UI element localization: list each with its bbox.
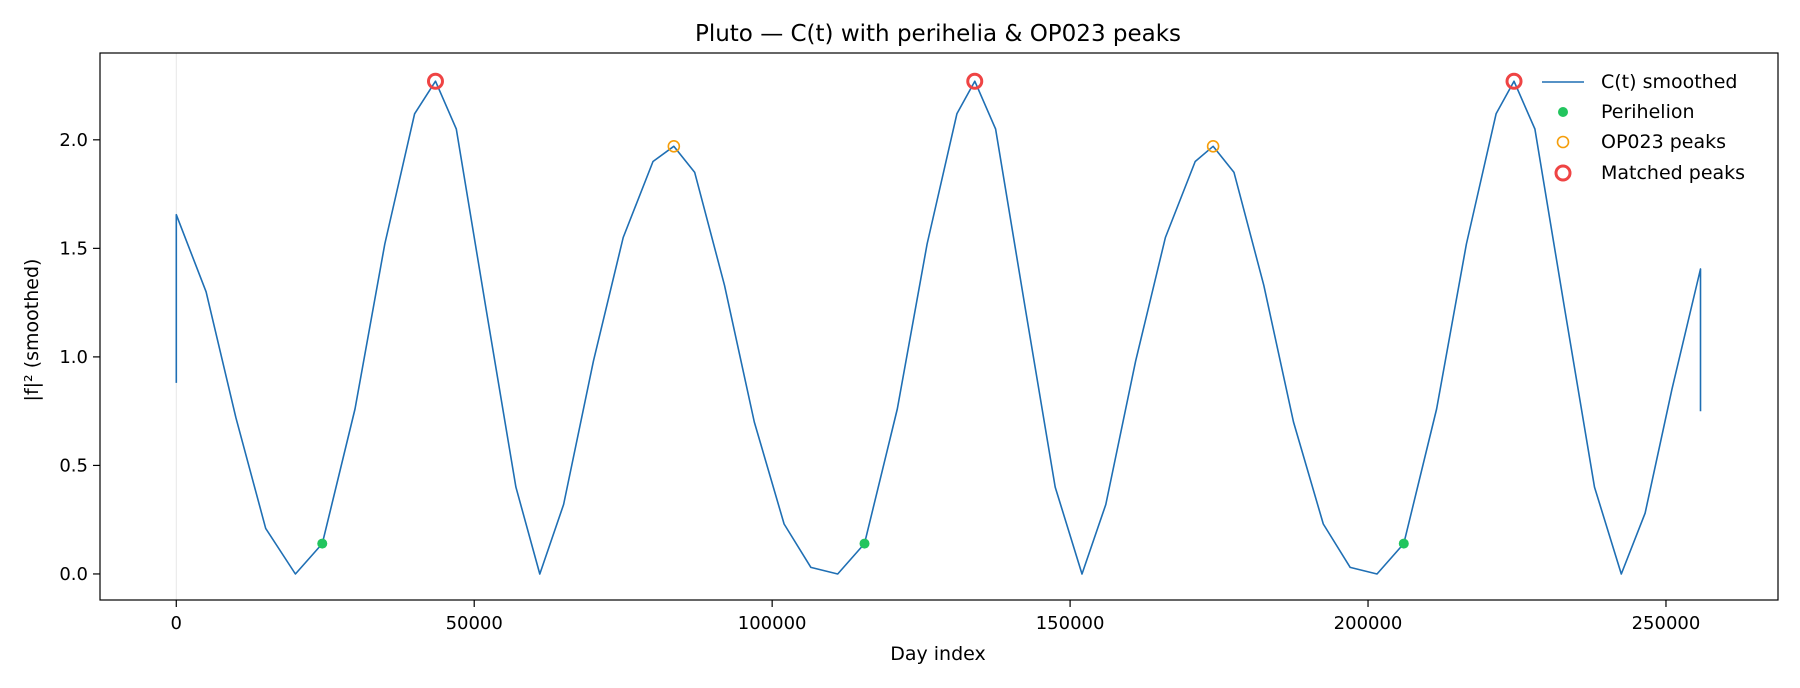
y-tick-label: 2.0 [59,130,88,151]
legend-matched-swatch [1554,164,1572,182]
legend-label: C(t) smoothed [1601,71,1737,93]
x-axis: 0 50000 100000 150000 200000 250000 [171,600,1701,634]
matched-peak-point [966,72,984,90]
y-axis-title: |f|² (smoothed) [21,259,43,402]
matched-peak-point [426,72,444,90]
x-axis-title: Day index [890,643,986,665]
op023-peak-point [667,140,681,153]
perihelion-point [1398,538,1409,549]
matched-peak-point [1505,72,1523,90]
y-tick-label: 0.0 [59,564,88,585]
op023-peak-point [1206,140,1220,153]
x-tick-label: 250000 [1632,613,1701,634]
y-tick-label: 1.5 [59,238,88,259]
legend-perihelion-swatch [1558,107,1568,117]
perihelion-point [317,538,328,549]
legend-label: Matched peaks [1601,162,1745,184]
legend-op023-swatch [1556,135,1570,149]
x-tick-label: 150000 [1036,613,1105,634]
series-line-c-t-smoothed [175,80,1702,575]
y-tick-label: 0.5 [59,455,88,476]
legend-label: Perihelion [1601,101,1695,123]
plot-frame [99,52,1779,601]
x-tick-label: 0 [171,613,182,634]
chart-title: Pluto — C(t) with perihelia & OP023 peak… [695,21,1181,47]
x-tick-label: 100000 [738,613,807,634]
legend-label: OP023 peaks [1601,131,1726,153]
x-tick-label: 200000 [1334,613,1403,634]
x-tick-label: 50000 [446,613,503,634]
y-tick-label: 1.0 [59,347,88,368]
perihelion-point [859,538,870,549]
y-axis: 0.0 0.5 1.0 1.5 2.0 [59,130,100,585]
plot-marks [175,72,1702,575]
legend: C(t) smoothed Perihelion OP023 peaks Matche… [1542,71,1745,184]
